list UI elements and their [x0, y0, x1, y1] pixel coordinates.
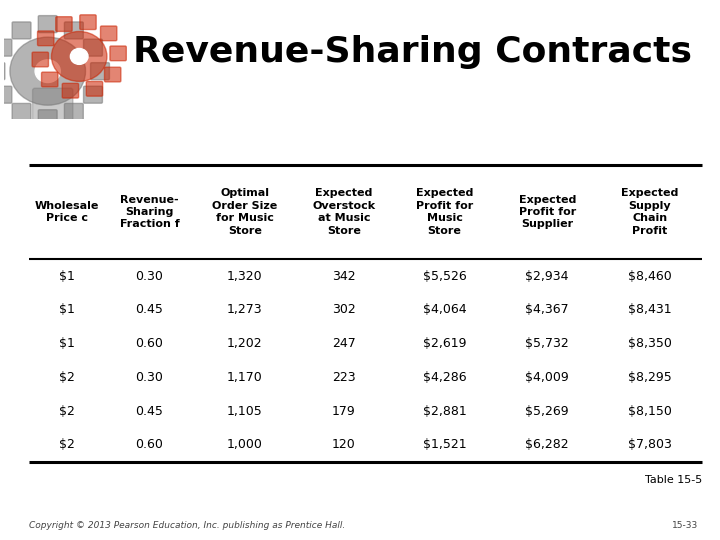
- Circle shape: [35, 60, 60, 83]
- Text: 0.45: 0.45: [135, 303, 163, 316]
- Text: Expected
Overstock
at Music
Store: Expected Overstock at Music Store: [312, 188, 375, 235]
- Text: $5,269: $5,269: [526, 404, 569, 417]
- Text: $7,803: $7,803: [628, 438, 672, 451]
- Text: 0.60: 0.60: [135, 337, 163, 350]
- FancyBboxPatch shape: [38, 110, 57, 127]
- Text: 1,105: 1,105: [227, 404, 263, 417]
- Text: $2,934: $2,934: [526, 269, 569, 282]
- Text: $4,009: $4,009: [526, 371, 569, 384]
- FancyBboxPatch shape: [110, 46, 126, 60]
- FancyBboxPatch shape: [0, 63, 5, 80]
- Text: Revenue-
Sharing
Fraction f: Revenue- Sharing Fraction f: [120, 194, 179, 230]
- Text: 247: 247: [332, 337, 356, 350]
- Text: 1,170: 1,170: [227, 371, 263, 384]
- Text: 15-33: 15-33: [672, 521, 698, 530]
- Text: Wholesale
Price c: Wholesale Price c: [35, 201, 99, 223]
- Text: $1,521: $1,521: [423, 438, 467, 451]
- FancyBboxPatch shape: [64, 22, 84, 39]
- FancyBboxPatch shape: [104, 67, 121, 82]
- Text: 120: 120: [332, 438, 356, 451]
- FancyBboxPatch shape: [12, 22, 31, 39]
- FancyBboxPatch shape: [91, 63, 109, 80]
- FancyBboxPatch shape: [64, 104, 84, 120]
- FancyBboxPatch shape: [62, 83, 78, 98]
- Text: 1,273: 1,273: [227, 303, 263, 316]
- Text: $2,881: $2,881: [423, 404, 467, 417]
- Text: Copyright © 2013 Pearson Education, Inc. publishing as Prentice Hall.: Copyright © 2013 Pearson Education, Inc.…: [29, 521, 345, 530]
- Text: $2: $2: [58, 404, 75, 417]
- FancyBboxPatch shape: [101, 26, 117, 40]
- Text: 1,320: 1,320: [227, 269, 263, 282]
- FancyBboxPatch shape: [55, 17, 72, 31]
- FancyBboxPatch shape: [84, 86, 102, 103]
- FancyBboxPatch shape: [84, 39, 102, 56]
- Text: $2: $2: [58, 371, 75, 384]
- Text: 342: 342: [332, 269, 356, 282]
- Text: 0.45: 0.45: [135, 404, 163, 417]
- Text: $8,460: $8,460: [628, 269, 672, 282]
- Text: Expected
Profit for
Music
Store: Expected Profit for Music Store: [416, 188, 473, 235]
- Text: $4,367: $4,367: [526, 303, 569, 316]
- Text: 179: 179: [332, 404, 356, 417]
- FancyBboxPatch shape: [37, 31, 54, 46]
- Text: $5,526: $5,526: [423, 269, 467, 282]
- Text: 0.60: 0.60: [135, 438, 163, 451]
- Text: $1: $1: [58, 337, 75, 350]
- Text: 302: 302: [332, 303, 356, 316]
- Text: $5,732: $5,732: [526, 337, 569, 350]
- FancyBboxPatch shape: [32, 88, 73, 121]
- Text: 223: 223: [332, 371, 356, 384]
- Text: Expected
Supply
Chain
Profit: Expected Supply Chain Profit: [621, 188, 678, 235]
- Text: $8,295: $8,295: [628, 371, 672, 384]
- FancyBboxPatch shape: [80, 15, 96, 30]
- FancyBboxPatch shape: [0, 86, 12, 103]
- Text: Revenue-Sharing Contracts: Revenue-Sharing Contracts: [133, 35, 692, 69]
- Text: $8,150: $8,150: [628, 404, 672, 417]
- Text: Table 15-5: Table 15-5: [644, 475, 702, 485]
- Text: 0.30: 0.30: [135, 371, 163, 384]
- FancyBboxPatch shape: [0, 39, 12, 56]
- Text: Expected
Profit for
Supplier: Expected Profit for Supplier: [518, 194, 576, 230]
- FancyBboxPatch shape: [86, 82, 103, 96]
- Text: $8,431: $8,431: [628, 303, 672, 316]
- Text: $2,619: $2,619: [423, 337, 467, 350]
- Text: 1,202: 1,202: [227, 337, 263, 350]
- FancyBboxPatch shape: [42, 72, 58, 87]
- FancyBboxPatch shape: [32, 52, 48, 67]
- Text: 1,000: 1,000: [227, 438, 263, 451]
- Text: Optimal
Order Size
for Music
Store: Optimal Order Size for Music Store: [212, 188, 277, 235]
- Text: $2: $2: [58, 438, 75, 451]
- Text: $1: $1: [58, 303, 75, 316]
- Text: $4,064: $4,064: [423, 303, 467, 316]
- Text: $1: $1: [58, 269, 75, 282]
- FancyBboxPatch shape: [12, 104, 31, 120]
- Text: $6,282: $6,282: [526, 438, 569, 451]
- Circle shape: [52, 31, 107, 82]
- FancyBboxPatch shape: [38, 16, 57, 32]
- Circle shape: [71, 49, 88, 64]
- Text: $4,286: $4,286: [423, 371, 467, 384]
- Text: $8,350: $8,350: [628, 337, 672, 350]
- Text: 0.30: 0.30: [135, 269, 163, 282]
- Circle shape: [10, 37, 86, 105]
